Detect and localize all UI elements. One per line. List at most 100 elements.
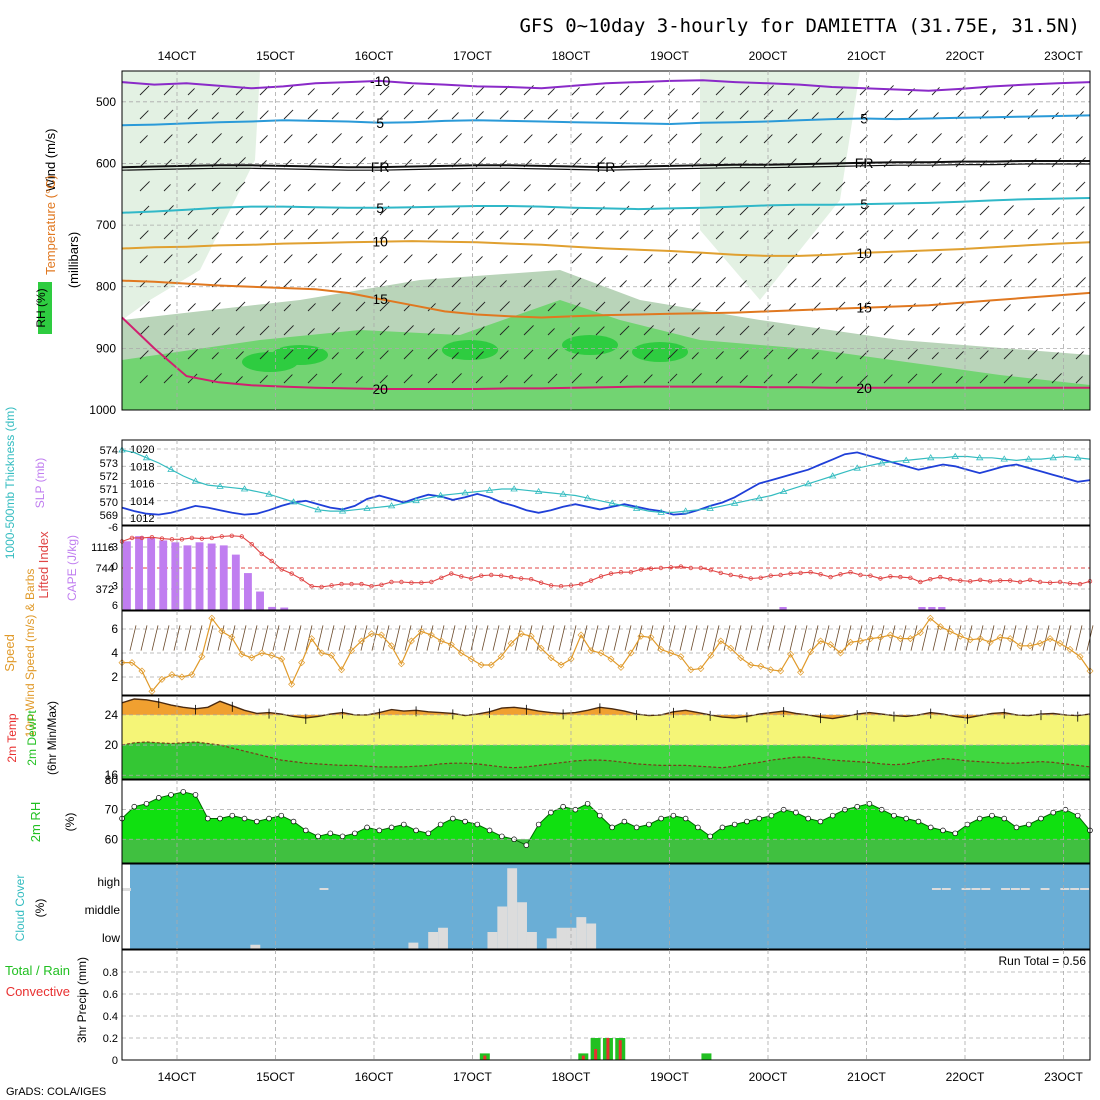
wind-barb xyxy=(955,326,965,336)
wind-barb xyxy=(739,205,750,216)
lifted-index-point xyxy=(648,566,654,571)
li-tick-label: 0 xyxy=(112,561,118,573)
wind-barb xyxy=(1003,85,1014,96)
wind-barb xyxy=(139,85,150,96)
rh-point xyxy=(744,818,750,825)
bottom-date-axis: 14OCT 15OCT 16OCT 17OCT 18OCT 19OCT 20OCT 21OCT… xyxy=(158,1070,1084,1084)
lifted-index-point xyxy=(189,535,195,541)
top-date-label: 23OCT xyxy=(1044,49,1083,63)
wind-barb xyxy=(355,157,366,168)
wind-speed-point xyxy=(288,680,296,688)
wind-barb xyxy=(1027,229,1038,240)
wind-barb xyxy=(1027,133,1038,144)
rh-point xyxy=(817,818,824,825)
wind-barb xyxy=(745,625,753,651)
wind-barb xyxy=(643,229,654,240)
wind-barb xyxy=(907,208,915,216)
wind-barb xyxy=(547,625,555,651)
isotherm-label: 5 xyxy=(860,196,868,212)
wind-barb xyxy=(499,255,508,264)
wind-barb xyxy=(139,255,148,264)
lifted-index-point xyxy=(379,582,384,587)
wind-barb xyxy=(427,208,435,216)
wind-barb xyxy=(331,253,342,264)
wind-barb xyxy=(1003,254,1013,264)
wind-barb xyxy=(1027,373,1038,384)
wind-barb xyxy=(979,230,989,240)
wind-speed-point xyxy=(607,655,615,663)
rh-point xyxy=(1013,824,1020,831)
wind-barb xyxy=(811,112,819,120)
thickness-marker xyxy=(877,459,886,466)
wind-barb xyxy=(1075,326,1085,336)
wind-barb xyxy=(187,253,198,264)
wind-barb xyxy=(187,328,195,336)
lifted-index-point xyxy=(538,580,544,585)
thickness-line xyxy=(121,449,1091,513)
wind-speed-point xyxy=(627,649,635,657)
wind-barb xyxy=(955,277,966,288)
precip-rain-label: Total / Rain xyxy=(5,963,70,978)
wind-barb xyxy=(283,85,294,96)
wind-barb xyxy=(403,279,412,288)
wind-barb xyxy=(499,375,508,384)
rh-point xyxy=(474,821,481,828)
slp-axis-label: SLP (mb) xyxy=(33,458,47,508)
wind-speed-point xyxy=(807,648,815,656)
rh-tick-label: 80 xyxy=(105,773,119,787)
wind-barb xyxy=(907,278,917,288)
wind-barb xyxy=(451,352,459,360)
thickness-marker xyxy=(730,499,739,506)
panel-frame xyxy=(121,695,1091,780)
high-cloud-bar xyxy=(1080,888,1090,890)
high-cloud-bar xyxy=(931,888,941,890)
wind-barb xyxy=(787,373,798,384)
wind-barb xyxy=(427,229,438,240)
panel-frame xyxy=(121,949,1091,1061)
lifted-index-point xyxy=(988,579,993,584)
wind-barb xyxy=(859,205,870,216)
wind-barb xyxy=(1075,231,1084,240)
wind-barb xyxy=(307,133,318,144)
wind-barb xyxy=(571,253,582,264)
wind-barb xyxy=(163,325,174,336)
wind-barb xyxy=(1051,352,1059,360)
thickness-marker xyxy=(559,490,567,497)
wind-barb xyxy=(272,625,280,651)
wind-barb xyxy=(427,328,435,336)
wind-barb xyxy=(739,280,747,288)
wind-speed-point xyxy=(946,627,954,635)
high-cloud-bar xyxy=(1060,888,1070,890)
wind-barb xyxy=(283,374,293,384)
cape-bar xyxy=(280,607,289,610)
wind-barb xyxy=(955,256,963,264)
thickness-tick-label: 573 xyxy=(100,458,118,470)
wind-barb xyxy=(427,133,438,144)
lifted-index-point xyxy=(778,572,783,578)
precip-panel: 0 0.2 0.4 0.6 0.8 Run Total = 0.56 3hr Precip … xyxy=(5,949,1091,1067)
thickness-marker xyxy=(412,496,420,504)
lifted-index-point xyxy=(469,576,474,581)
wind-barb xyxy=(379,255,388,264)
isotherm-label: 15 xyxy=(372,291,388,307)
wind-barb xyxy=(613,625,621,651)
wind-speed-point xyxy=(1006,635,1014,643)
rh-tick-label: 70 xyxy=(105,803,119,817)
wind-barb xyxy=(787,208,795,216)
high-cloud-bar xyxy=(961,888,971,890)
wind-barb xyxy=(931,232,939,240)
wind-barb xyxy=(739,85,750,96)
wind-speed-point xyxy=(647,633,655,641)
low-cloud-bar xyxy=(556,927,567,949)
lifted-index-point xyxy=(269,558,274,564)
rh-point xyxy=(707,833,713,840)
wind-barb xyxy=(211,112,219,120)
rh-point xyxy=(376,827,383,834)
wind-speed-point xyxy=(198,653,206,661)
lifted-index-point xyxy=(798,570,803,576)
rh-point xyxy=(940,827,946,834)
wind-barb xyxy=(955,376,963,384)
wind-speed-point xyxy=(477,661,485,669)
wind-barb xyxy=(715,136,723,144)
